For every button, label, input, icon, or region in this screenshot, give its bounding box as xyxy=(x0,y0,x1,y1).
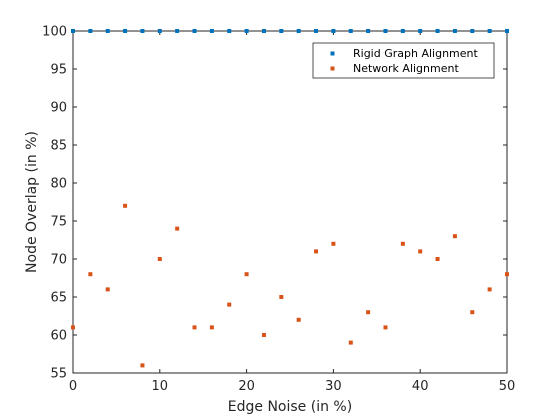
x-tick-label: 0 xyxy=(69,379,77,394)
rigid-alignment-point xyxy=(505,29,509,33)
tick-labels: 0 10 20 30 40 50 55 60 65 70 75 80 85 90 95 100 xyxy=(42,25,515,395)
legend-box xyxy=(312,42,495,79)
y-tick-label: 80 xyxy=(50,177,67,192)
rigid-alignment-point xyxy=(123,29,128,33)
network-alignment-point xyxy=(227,302,232,307)
network-alignment-point xyxy=(175,226,180,231)
legend-label-rigid: Rigid Graph Alignment xyxy=(353,47,479,60)
y-tick-label: 100 xyxy=(42,25,67,40)
rigid-alignment-point xyxy=(279,29,284,33)
rigid-alignment-point xyxy=(209,29,214,33)
y-tick-label: 95 xyxy=(50,63,67,78)
rigid-alignment-point xyxy=(435,29,440,33)
rigid-alignment-point xyxy=(105,29,110,33)
x-axis-label: Edge Noise (in %) xyxy=(228,399,352,415)
network-alignment-point xyxy=(88,272,93,277)
network-alignment-point xyxy=(71,325,75,330)
plot-area xyxy=(72,30,508,374)
network-alignment-point xyxy=(435,257,440,261)
network-alignment-point xyxy=(487,287,492,292)
network-alignment-point xyxy=(209,325,214,330)
rigid-alignment-point xyxy=(331,29,336,33)
legend-label-network: Network Alignment xyxy=(353,62,459,75)
network-alignment-point xyxy=(105,287,110,292)
network-alignment-point xyxy=(348,340,353,345)
rigid-alignment-point xyxy=(88,29,93,33)
rigid-alignment-point xyxy=(157,29,162,33)
network-alignment-point xyxy=(418,249,423,254)
rigid-alignment-point xyxy=(192,29,197,33)
network-alignment-point xyxy=(140,363,145,368)
rigid-alignment-point xyxy=(418,29,423,33)
network-alignment-point xyxy=(314,249,319,254)
y-tick-label: 75 xyxy=(50,215,67,230)
rigid-alignment-point xyxy=(314,29,319,33)
network-alignment-point xyxy=(383,325,388,330)
y-tick-label: 85 xyxy=(50,139,67,154)
rigid-alignment-point xyxy=(296,29,301,33)
network-alignment-point xyxy=(331,241,336,246)
y-tick-label: 90 xyxy=(50,101,67,116)
x-tick-label: 30 xyxy=(325,379,342,394)
network-alignment-point xyxy=(366,310,371,315)
network-alignment-point xyxy=(470,310,475,315)
x-tick-label: 50 xyxy=(499,379,516,394)
network-alignment-point xyxy=(296,317,301,322)
rigid-alignment-point xyxy=(383,29,388,33)
rigid-alignment-point xyxy=(348,29,353,33)
rigid-alignment-point xyxy=(487,29,492,33)
rigid-alignment-point xyxy=(227,29,232,33)
network-alignment-point xyxy=(123,203,128,208)
network-alignment-point xyxy=(157,257,162,261)
data-marks xyxy=(71,29,509,368)
rigid-alignment-point xyxy=(366,29,371,33)
y-tick-label: 65 xyxy=(50,291,67,306)
y-axis-label: Node Overlap (in %) xyxy=(24,131,40,273)
rigid-alignment-point xyxy=(140,29,145,33)
legend: Rigid Graph Alignment Network Alignment xyxy=(312,42,495,79)
rigid-alignment-point xyxy=(71,29,75,33)
rigid-alignment-point xyxy=(400,29,405,33)
y-tick-label: 55 xyxy=(50,367,67,382)
legend-marker-network xyxy=(330,66,335,71)
network-alignment-point xyxy=(279,295,284,299)
network-alignment-point xyxy=(261,333,266,337)
network-alignment-point xyxy=(452,234,457,239)
rigid-alignment-point xyxy=(175,29,180,33)
x-tick-label: 40 xyxy=(412,379,429,394)
x-tick-label: 20 xyxy=(238,379,255,394)
network-alignment-point xyxy=(244,272,249,277)
rigid-alignment-point xyxy=(261,29,266,33)
network-alignment-point xyxy=(192,325,197,330)
x-tick-label: 10 xyxy=(152,379,169,394)
rigid-alignment-point xyxy=(470,29,475,33)
network-alignment-point xyxy=(505,272,509,277)
network-alignment-point xyxy=(400,241,405,246)
y-tick-label: 60 xyxy=(50,329,67,344)
y-tick-label: 70 xyxy=(50,253,67,268)
rigid-alignment-point xyxy=(244,29,249,33)
rigid-alignment-point xyxy=(452,29,457,33)
legend-marker-rigid xyxy=(330,51,335,56)
